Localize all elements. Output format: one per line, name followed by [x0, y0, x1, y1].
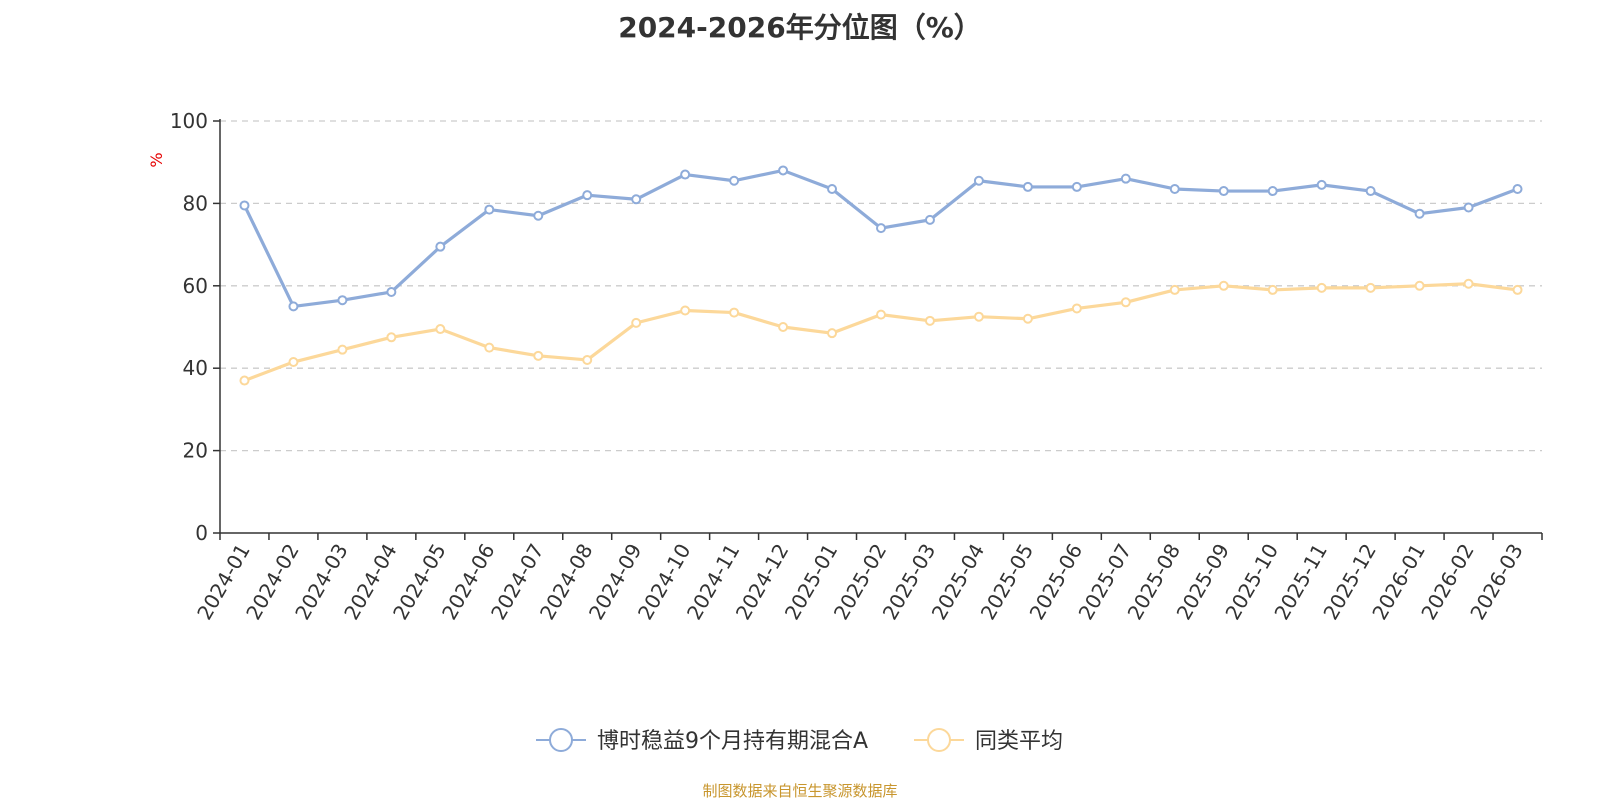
legend-item-0: 博时稳益9个月持有期混合A [536, 728, 868, 754]
data-point [1022, 181, 1033, 192]
legend-item-1: 同类平均 [914, 728, 1063, 754]
data-point [1365, 186, 1376, 197]
data-source-note: 制图数据来自恒生聚源数据库 [702, 782, 898, 800]
data-point [1463, 278, 1474, 289]
data-point [1267, 186, 1278, 197]
series-0 [239, 165, 1523, 312]
data-point [1169, 284, 1180, 295]
data-point [680, 305, 691, 316]
data-point [239, 375, 250, 386]
data-point [288, 357, 299, 368]
data-point [533, 350, 544, 361]
data-point [1267, 284, 1278, 295]
data-point [827, 183, 838, 194]
data-point [1169, 183, 1180, 194]
data-point [680, 169, 691, 180]
chart-title: 2024-2026年分位图（%） [618, 11, 982, 44]
legend-marker [549, 728, 573, 752]
data-point [484, 204, 495, 215]
data-point [729, 307, 740, 318]
data-point [288, 301, 299, 312]
y-axis-unit-label: % [147, 152, 166, 167]
legend-label: 博时稳益9个月持有期混合A [597, 729, 868, 754]
series-line [242, 282, 1520, 383]
legend: 博时稳益9个月持有期混合A 同类平均 [536, 728, 1063, 754]
data-point [1218, 280, 1229, 291]
data-point [1365, 282, 1376, 293]
data-point [1512, 284, 1523, 295]
data-point [386, 332, 397, 343]
y-tick-label: 20 [183, 439, 208, 463]
data-point [924, 214, 935, 225]
legend-label: 同类平均 [975, 729, 1063, 754]
series [239, 165, 1523, 386]
data-point [1414, 208, 1425, 219]
data-point [582, 354, 593, 365]
data-point [778, 322, 789, 332]
data-point [1414, 280, 1425, 291]
data-point [876, 309, 886, 320]
data-point [631, 317, 642, 328]
data-point [1071, 303, 1082, 314]
y-tick-label: 40 [183, 356, 208, 380]
data-point [239, 200, 250, 211]
data-point [631, 194, 642, 205]
y-tick-label: 60 [183, 274, 208, 298]
data-point [1022, 313, 1033, 324]
data-point [1071, 181, 1082, 192]
data-point [533, 210, 544, 221]
data-point [1512, 183, 1523, 194]
y-tick-label: 80 [183, 191, 208, 215]
data-point [973, 311, 984, 322]
data-point [337, 295, 348, 306]
data-point [337, 344, 348, 355]
data-point [1316, 179, 1327, 190]
data-point [973, 175, 984, 186]
data-point [924, 315, 935, 326]
data-point [1120, 297, 1131, 308]
data-point [435, 324, 446, 335]
y-tick-label: 0 [195, 521, 208, 545]
y-tick-label: 100 [170, 109, 208, 133]
data-point [729, 175, 740, 186]
grid-lines [220, 120, 1542, 452]
data-point [1316, 282, 1327, 293]
data-point [827, 328, 838, 339]
series-1 [239, 278, 1523, 386]
data-point [386, 286, 397, 297]
data-point [778, 165, 789, 176]
legend-marker [927, 728, 951, 752]
data-point [1463, 202, 1474, 213]
data-point [876, 223, 886, 234]
data-point [1218, 186, 1229, 197]
data-point [1120, 173, 1131, 184]
data-point [582, 190, 593, 201]
data-point [435, 241, 446, 252]
data-point [484, 342, 495, 353]
